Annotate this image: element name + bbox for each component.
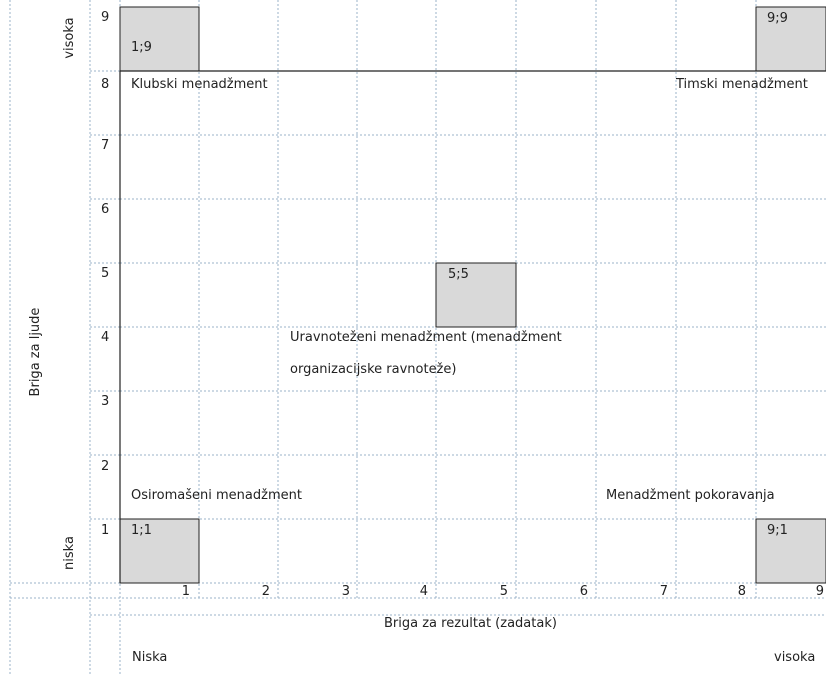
compliance-management-label: Menadžment pokoravanja [606, 488, 775, 503]
col-number-5: 5 [499, 584, 508, 599]
cell-label-1-1: 1;1 [131, 523, 152, 538]
cell-9-9 [755, 6, 826, 72]
row-number-6: 6 [101, 202, 110, 217]
cell-1-1 [119, 518, 200, 584]
col-number-2: 2 [261, 584, 270, 599]
x-low-label: Niska [132, 650, 168, 665]
team-management-label: Timski menadžment [676, 77, 808, 92]
x-axis-title: Briga za rezultat (zadatak) [384, 616, 557, 631]
x-high-label: visoka [774, 650, 816, 665]
row-number-1: 1 [101, 523, 110, 538]
balanced-management-label-1: Uravnoteženi menadžment (menadžment [290, 330, 562, 345]
row-number-3: 3 [101, 394, 110, 409]
row-number-8: 8 [101, 77, 110, 92]
balanced-management-label-2: organizacijske ravnoteže) [290, 362, 457, 377]
impoverished-management-label: Osiromašeni menadžment [131, 488, 302, 503]
axes [119, 70, 826, 583]
row-number-9: 9 [101, 10, 110, 25]
cell-label-5-5: 5;5 [448, 267, 469, 282]
y-axis-title: Briga za ljude [28, 307, 43, 397]
col-number-6: 6 [579, 584, 588, 599]
col-number-9: 9 [815, 584, 824, 599]
row-number-5: 5 [101, 266, 110, 281]
cell-9-1 [755, 518, 826, 584]
col-number-8: 8 [737, 584, 746, 599]
row-number-2: 2 [101, 459, 110, 474]
col-number-7: 7 [659, 584, 668, 599]
row-number-7: 7 [101, 138, 110, 153]
cell-label-1-9: 1;9 [131, 40, 152, 55]
cell-1-9 [119, 6, 200, 72]
col-number-4: 4 [419, 584, 428, 599]
y-high-label: visoka [62, 17, 77, 59]
cell-label-9-1: 9;1 [767, 523, 788, 538]
cell-label-9-9: 9;9 [767, 11, 788, 26]
club-management-label: Klubski menadžment [131, 77, 268, 92]
col-number-3: 3 [341, 584, 350, 599]
row-number-4: 4 [101, 330, 110, 345]
cell-5-5 [435, 262, 517, 328]
col-number-1: 1 [181, 584, 190, 599]
y-low-label: niska [62, 536, 77, 570]
